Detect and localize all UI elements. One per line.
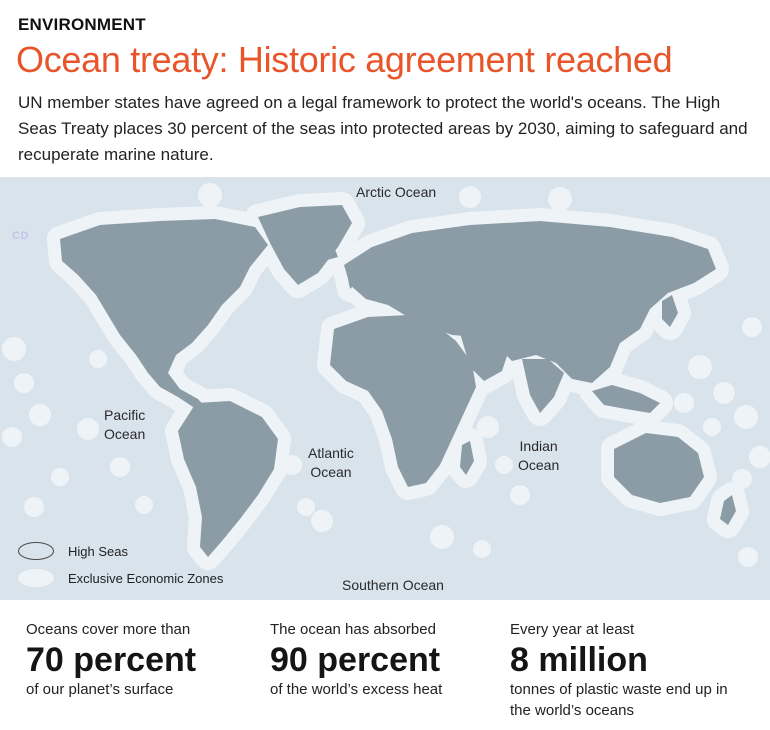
- world-map: CD Arctic Ocean Pacific Ocean Atlantic O…: [0, 177, 770, 600]
- page-title: Ocean treaty: Historic agreement reached: [16, 39, 673, 80]
- stat-lead: Every year at least: [510, 621, 635, 638]
- label-pacific-line2: Ocean: [104, 426, 146, 442]
- stat-value: 70 percent: [26, 641, 197, 679]
- label-pacific-line1: Pacific: [104, 407, 146, 423]
- intro-paragraph: UN member states have agreed on a legal …: [18, 93, 748, 164]
- stat-value: 90 percent: [270, 641, 441, 679]
- label-indian-ocean: Indian Ocean: [518, 437, 559, 475]
- legend-high-seas-label: High Seas: [68, 543, 128, 559]
- label-atlantic-line2: Ocean: [310, 464, 352, 480]
- stat-heat-absorbed: The ocean has absorbed 90 percent of the…: [270, 620, 510, 700]
- stat-tail: of our planet’s surface: [26, 681, 174, 698]
- section-kicker: ENVIRONMENT: [18, 15, 146, 34]
- label-pacific-ocean: Pacific Ocean: [104, 406, 145, 444]
- high-seas-swatch: [18, 542, 54, 560]
- stat-tail: tonnes of plastic waste end up in the wo…: [510, 681, 728, 719]
- legend-eez: Exclusive Economic Zones: [18, 569, 223, 587]
- eez-islands: [2, 183, 770, 567]
- legend-eez-label: Exclusive Economic Zones: [68, 570, 224, 586]
- eez-swatch: [18, 569, 54, 587]
- label-atlantic-ocean: Atlantic Ocean: [308, 444, 354, 482]
- label-atlantic-line1: Atlantic: [308, 445, 354, 461]
- label-indian-line1: Indian: [519, 438, 558, 454]
- stat-tail: of the world’s excess heat: [270, 681, 443, 698]
- stat-ocean-coverage: Oceans cover more than 70 percent of our…: [26, 620, 266, 700]
- stat-lead: The ocean has absorbed: [270, 621, 436, 638]
- watermark-logo: CD: [12, 230, 29, 242]
- stat-lead: Oceans cover more than: [26, 621, 191, 638]
- label-indian-line2: Ocean: [518, 457, 560, 473]
- label-arctic-ocean: Arctic Ocean: [356, 184, 437, 200]
- stat-plastic-waste: Every year at least 8 million tonnes of …: [510, 620, 750, 721]
- label-southern-ocean: Southern Ocean: [342, 577, 444, 593]
- stat-value: 8 million: [510, 641, 648, 679]
- map-graphic: [2, 183, 770, 600]
- legend-high-seas: High Seas: [18, 542, 128, 560]
